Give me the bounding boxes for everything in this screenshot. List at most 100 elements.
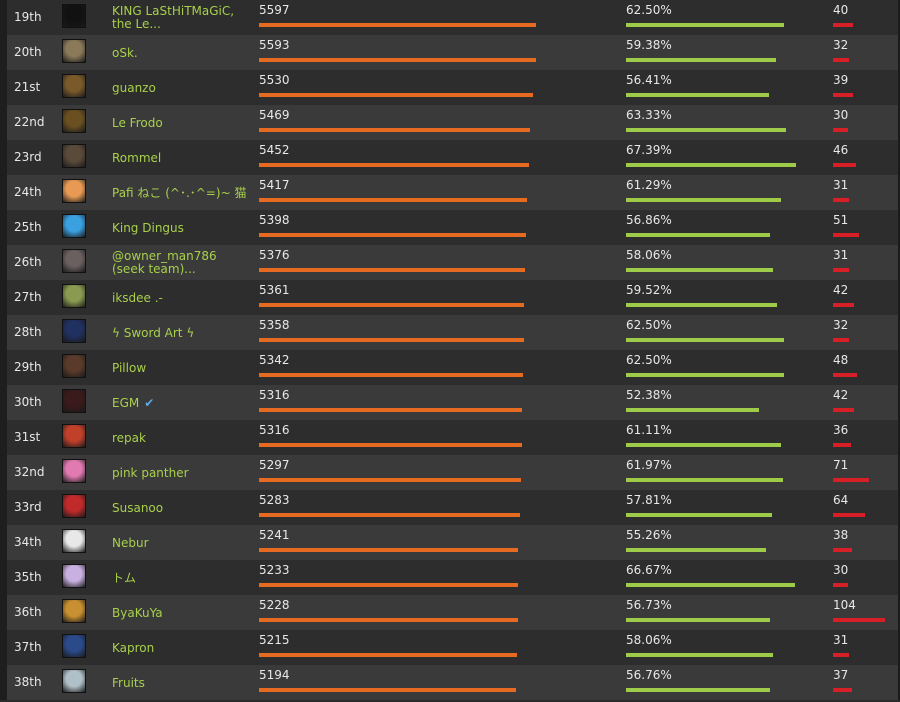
winrate-bar xyxy=(626,513,772,517)
winrate-value: 61.11% xyxy=(626,423,672,437)
player-name-link[interactable]: Pillow xyxy=(112,353,252,383)
player-name-link[interactable]: トム xyxy=(112,563,252,593)
rank-label: 35th xyxy=(14,570,42,584)
avatar[interactable] xyxy=(62,389,86,413)
score-value: 5283 xyxy=(259,493,290,507)
player-name-link[interactable]: guanzo xyxy=(112,73,252,103)
winrate-value: 52.38% xyxy=(626,388,672,402)
games-value: 42 xyxy=(833,388,849,402)
anime-icon xyxy=(63,600,85,622)
winrate-value: 62.50% xyxy=(626,318,672,332)
row-edge xyxy=(0,560,7,595)
avatar[interactable] xyxy=(62,669,86,693)
player-name-link[interactable]: EGM ✔ xyxy=(112,388,252,418)
player-name-link[interactable]: King Dingus xyxy=(112,213,252,243)
avatar[interactable] xyxy=(62,529,86,553)
emblem-icon xyxy=(63,495,85,517)
winrate-bar xyxy=(626,338,784,342)
score-value: 5233 xyxy=(259,563,290,577)
leaderboard-row: 26th @owner_man786 (seek team)... 5376 58.0… xyxy=(0,245,900,280)
player-name-link[interactable]: @owner_man786 (seek team)... xyxy=(112,248,252,278)
anime-icon xyxy=(63,320,85,342)
avatar[interactable] xyxy=(62,599,86,623)
winrate-bar xyxy=(626,303,777,307)
player-name-link[interactable]: Kapron xyxy=(112,633,252,663)
player-name-link[interactable]: ByaKuYa xyxy=(112,598,252,628)
games-bar xyxy=(833,198,849,202)
rank-label: 24th xyxy=(14,185,42,199)
player-name-link[interactable]: oSk. xyxy=(112,38,252,68)
player-name: Pafi ねこ (^･.･^=)~ 猫 xyxy=(112,185,247,200)
rank-label: 26th xyxy=(14,255,42,269)
winrate-bar xyxy=(626,268,773,272)
anime-icon xyxy=(63,180,85,202)
avatar[interactable] xyxy=(62,39,86,63)
avatar[interactable] xyxy=(62,179,86,203)
rank-label: 36th xyxy=(14,605,42,619)
games-value: 48 xyxy=(833,353,849,367)
score-value: 5398 xyxy=(259,213,290,227)
avatar[interactable] xyxy=(62,144,86,168)
player-name-link[interactable]: Rommel xyxy=(112,143,252,173)
leaderboard-row: 38th Fruits 5194 56.76% 37 xyxy=(0,665,900,700)
games-bar xyxy=(833,373,857,377)
player-name-link[interactable]: Fruits xyxy=(112,668,252,698)
score-value: 5469 xyxy=(259,108,290,122)
avatar[interactable] xyxy=(62,354,86,378)
score-value: 5417 xyxy=(259,178,290,192)
winrate-value: 61.29% xyxy=(626,178,672,192)
avatar[interactable] xyxy=(62,109,86,133)
leaderboard-row: 34th Nebur 5241 55.26% 38 xyxy=(0,525,900,560)
rank-label: 30th xyxy=(14,395,42,409)
leaderboard-row: 32nd pink panther 5297 61.97% 71 xyxy=(0,455,900,490)
avatar[interactable] xyxy=(62,74,86,98)
games-bar xyxy=(833,268,849,272)
player-name-link[interactable]: Susanoo xyxy=(112,493,252,523)
player-name-link[interactable]: KING LaStHiTMaGiC, the Le... xyxy=(112,3,252,33)
player-name-link[interactable]: Nebur xyxy=(112,528,252,558)
player-name: oSk. xyxy=(112,45,138,60)
row-edge xyxy=(898,35,900,70)
rank-label: 37th xyxy=(14,640,42,654)
winrate-bar xyxy=(626,23,784,27)
score-bar xyxy=(259,233,526,237)
avatar[interactable] xyxy=(62,634,86,658)
rank-label: 29th xyxy=(14,360,42,374)
games-value: 40 xyxy=(833,3,849,17)
score-bar xyxy=(259,163,529,167)
games-value: 31 xyxy=(833,248,849,262)
avatar[interactable] xyxy=(62,249,86,273)
player-name-link[interactable]: pink panther xyxy=(112,458,252,488)
score-bar xyxy=(259,653,517,657)
avatar[interactable] xyxy=(62,459,86,483)
winrate-value: 55.26% xyxy=(626,528,672,542)
row-edge xyxy=(898,105,900,140)
player-name-link[interactable]: repak xyxy=(112,423,252,453)
row-edge xyxy=(0,385,7,420)
score-bar xyxy=(259,618,518,622)
player-name-link[interactable]: ϟ Sword Art ϟ xyxy=(112,318,252,348)
avatar[interactable] xyxy=(62,284,86,308)
avatar[interactable] xyxy=(62,494,86,518)
row-edge xyxy=(0,420,7,455)
winrate-value: 61.97% xyxy=(626,458,672,472)
player-name-link[interactable]: Le Frodo xyxy=(112,108,252,138)
player-name-link[interactable]: iksdee .- xyxy=(112,283,252,313)
avatar[interactable] xyxy=(62,214,86,238)
games-value: 38 xyxy=(833,528,849,542)
avatar[interactable] xyxy=(62,319,86,343)
row-edge xyxy=(898,630,900,665)
row-edge xyxy=(898,455,900,490)
rank-label: 28th xyxy=(14,325,42,339)
player-name: repak xyxy=(112,430,146,445)
avatar[interactable] xyxy=(62,564,86,588)
score-bar xyxy=(259,373,523,377)
row-edge xyxy=(0,70,7,105)
player-name: Nebur xyxy=(112,535,149,550)
avatar[interactable] xyxy=(62,424,86,448)
rank-label: 19th xyxy=(14,10,42,24)
player-name-link[interactable]: Pafi ねこ (^･.･^=)~ 猫 xyxy=(112,178,252,208)
leaderboard-row: 23rd Rommel 5452 67.39% 46 xyxy=(0,140,900,175)
leaderboard-row: 33rd Susanoo 5283 57.81% 64 xyxy=(0,490,900,525)
avatar[interactable] xyxy=(62,4,86,28)
